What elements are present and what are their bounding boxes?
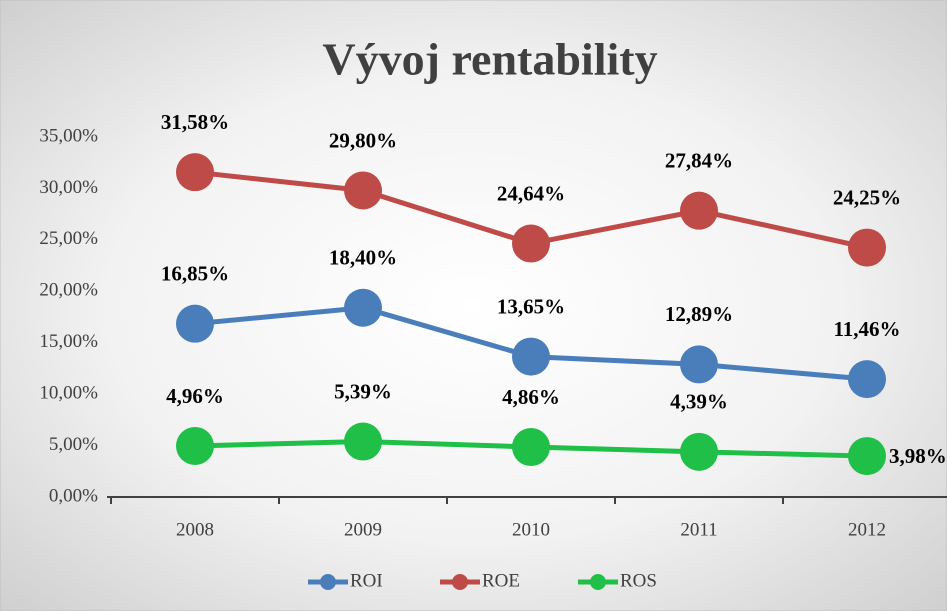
data-label: 3,98% xyxy=(889,444,947,468)
data-label: 11,46% xyxy=(833,317,900,341)
marker xyxy=(848,360,886,399)
data-label: 4,86% xyxy=(502,385,560,409)
y-tick-label: 15,00% xyxy=(39,331,98,352)
chart-title: Vývoj rentability xyxy=(322,34,657,85)
marker xyxy=(512,428,550,467)
legend-label: ROI xyxy=(350,570,383,591)
y-tick-label: 0,00% xyxy=(49,485,98,506)
marker xyxy=(848,437,886,476)
marker xyxy=(680,345,718,384)
marker xyxy=(344,422,382,461)
data-label: 24,64% xyxy=(497,181,565,205)
legend-marker xyxy=(320,574,336,590)
x-tick-label: 2008 xyxy=(176,519,214,540)
marker xyxy=(680,191,718,230)
data-label: 16,85% xyxy=(161,261,229,285)
x-tick-label: 2010 xyxy=(512,519,550,540)
legend-marker xyxy=(452,574,468,590)
marker xyxy=(848,228,886,267)
data-label: 18,40% xyxy=(329,246,397,270)
marker xyxy=(512,337,550,376)
data-label: 4,96% xyxy=(166,384,224,408)
legend-marker xyxy=(590,574,606,590)
x-tick-label: 2012 xyxy=(848,519,886,540)
x-tick-label: 2009 xyxy=(344,519,382,540)
y-tick-label: 35,00% xyxy=(39,125,98,146)
marker xyxy=(344,171,382,210)
legend-label: ROE xyxy=(482,570,520,591)
marker xyxy=(680,432,718,471)
x-tick-label: 2011 xyxy=(680,519,717,540)
legend-label: ROS xyxy=(620,570,657,591)
data-label: 29,80% xyxy=(329,128,397,152)
data-label: 13,65% xyxy=(497,294,565,318)
y-tick-label: 25,00% xyxy=(39,228,98,249)
data-label: 4,39% xyxy=(670,390,728,414)
y-tick-label: 10,00% xyxy=(39,383,98,404)
marker xyxy=(344,288,382,327)
data-label: 24,25% xyxy=(833,185,901,209)
marker xyxy=(176,426,214,465)
data-label: 12,89% xyxy=(665,302,733,326)
y-tick-label: 30,00% xyxy=(39,177,98,198)
data-label: 27,84% xyxy=(665,148,733,172)
marker xyxy=(512,224,550,263)
y-tick-label: 5,00% xyxy=(49,434,98,455)
data-label: 5,39% xyxy=(334,379,392,403)
data-label: 31,58% xyxy=(161,110,229,134)
marker xyxy=(176,153,214,192)
y-tick-label: 20,00% xyxy=(39,280,98,301)
marker xyxy=(176,304,214,343)
